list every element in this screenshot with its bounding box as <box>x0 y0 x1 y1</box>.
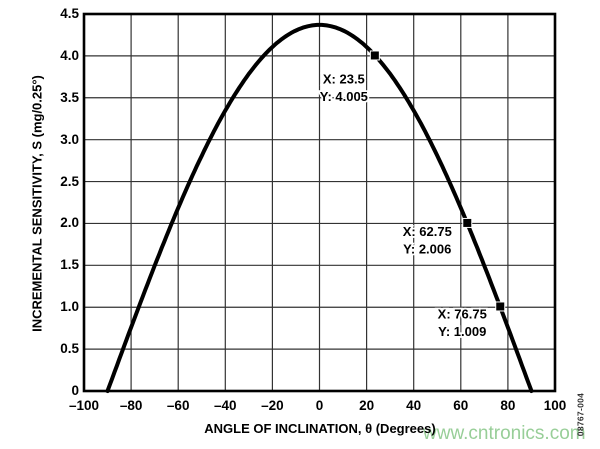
y-tick-label: 0 <box>71 383 79 398</box>
data-point-marker <box>369 50 380 61</box>
x-tick-label: –80 <box>119 398 143 413</box>
y-tick-label: 1.0 <box>60 299 79 315</box>
y-tick-label: 4.5 <box>60 6 79 21</box>
annotation-label: Y: 1.009 <box>438 324 486 339</box>
annotation-label: Y: 4.005 <box>320 89 368 104</box>
x-tick-label: 100 <box>543 398 567 413</box>
x-tick-label: 80 <box>500 398 516 413</box>
x-axis-label: ANGLE OF INCLINATION, θ (Degrees) <box>204 421 436 436</box>
annotation-label: Y: 2.006 <box>403 241 451 256</box>
x-tick-label: 40 <box>406 398 422 413</box>
annotation-label: X: 62.75 <box>403 224 452 239</box>
annotation-label: X: 76.75 <box>438 306 487 321</box>
y-tick-label: 1.5 <box>60 257 79 273</box>
y-tick-label: 0.5 <box>60 341 79 357</box>
y-tick-label: 3.0 <box>60 131 79 147</box>
x-tick-label: –60 <box>166 398 190 413</box>
plot-border <box>82 12 557 393</box>
x-tick-label: –100 <box>68 398 100 413</box>
annotation-label: X: 23.5 <box>323 71 365 86</box>
incremental-sensitivity-curve <box>105 22 534 393</box>
y-tick-label: 4.0 <box>60 47 79 63</box>
x-tick-label: 20 <box>359 398 375 413</box>
x-tick-label: 60 <box>453 398 469 413</box>
x-tick-label: –40 <box>214 398 237 413</box>
y-axis-label: INCREMENTAL SENSITIVITY, S (mg/0.25°) <box>29 75 45 332</box>
y-tick-label: 3.5 <box>60 89 79 105</box>
y-tick-label: 2.5 <box>60 173 79 189</box>
data-point-marker <box>495 301 506 312</box>
data-point-marker <box>462 217 473 228</box>
figure-number: 08767-004 <box>575 392 586 437</box>
x-tick-label: 0 <box>315 398 324 413</box>
watermark-text: www.cntronics.com <box>423 423 586 444</box>
y-tick-label: 2.0 <box>60 215 79 231</box>
x-tick-label: –20 <box>261 398 284 413</box>
